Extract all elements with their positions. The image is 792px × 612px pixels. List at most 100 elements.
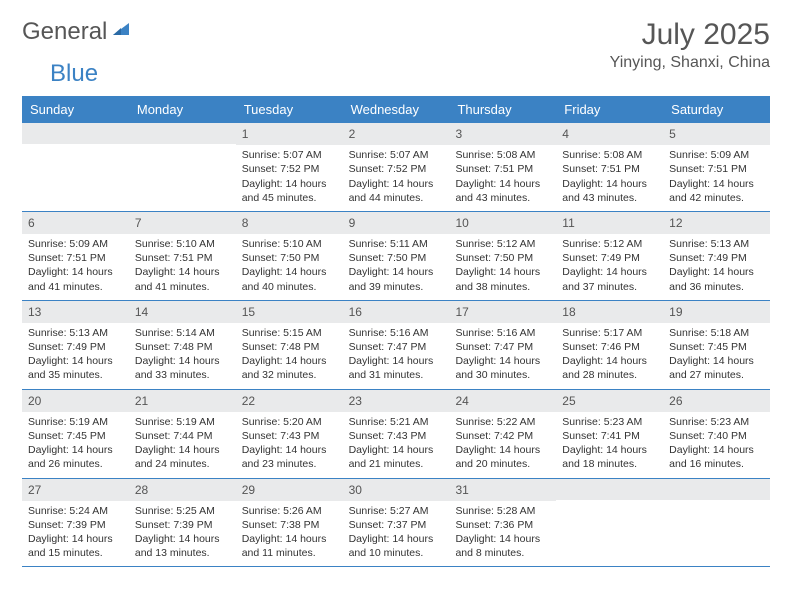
sunrise-line: Sunrise: 5:07 AM [242,148,337,162]
day-cell: 14Sunrise: 5:14 AMSunset: 7:48 PMDayligh… [129,301,236,389]
sunset-line: Sunset: 7:52 PM [349,162,444,176]
sunset-line: Sunset: 7:47 PM [455,340,550,354]
day-cell: 19Sunrise: 5:18 AMSunset: 7:45 PMDayligh… [663,301,770,389]
daylight-line: Daylight: 14 hours and 23 minutes. [242,443,337,471]
day-number: 24 [449,390,556,412]
day-number: 30 [343,479,450,501]
day-number: 6 [22,212,129,234]
logo: General [22,18,135,46]
sunrise-line: Sunrise: 5:10 AM [242,237,337,251]
daylight-line: Daylight: 14 hours and 41 minutes. [28,265,123,293]
sunset-line: Sunset: 7:52 PM [242,162,337,176]
sunrise-line: Sunrise: 5:07 AM [349,148,444,162]
day-cell: 26Sunrise: 5:23 AMSunset: 7:40 PMDayligh… [663,390,770,478]
sunset-line: Sunset: 7:44 PM [135,429,230,443]
daylight-line: Daylight: 14 hours and 40 minutes. [242,265,337,293]
sunset-line: Sunset: 7:39 PM [135,518,230,532]
day-number: 22 [236,390,343,412]
day-number: 9 [343,212,450,234]
daylight-line: Daylight: 14 hours and 31 minutes. [349,354,444,382]
day-cell: 28Sunrise: 5:25 AMSunset: 7:39 PMDayligh… [129,479,236,567]
daylight-line: Daylight: 14 hours and 28 minutes. [562,354,657,382]
day-content: Sunrise: 5:21 AMSunset: 7:43 PMDaylight:… [343,412,450,478]
sunrise-line: Sunrise: 5:13 AM [28,326,123,340]
daylight-line: Daylight: 14 hours and 27 minutes. [669,354,764,382]
daylight-line: Daylight: 14 hours and 15 minutes. [28,532,123,560]
day-cell: 17Sunrise: 5:16 AMSunset: 7:47 PMDayligh… [449,301,556,389]
day-cell [129,123,236,211]
daylight-line: Daylight: 14 hours and 18 minutes. [562,443,657,471]
sunset-line: Sunset: 7:50 PM [242,251,337,265]
day-cell: 20Sunrise: 5:19 AMSunset: 7:45 PMDayligh… [22,390,129,478]
day-content: Sunrise: 5:24 AMSunset: 7:39 PMDaylight:… [22,501,129,567]
day-number [556,479,663,500]
day-number: 4 [556,123,663,145]
day-headers-row: Sunday Monday Tuesday Wednesday Thursday… [22,96,770,123]
day-number: 3 [449,123,556,145]
sunrise-line: Sunrise: 5:25 AM [135,504,230,518]
sunrise-line: Sunrise: 5:23 AM [562,415,657,429]
day-content: Sunrise: 5:07 AMSunset: 7:52 PMDaylight:… [236,145,343,211]
day-number: 31 [449,479,556,501]
day-number: 2 [343,123,450,145]
daylight-line: Daylight: 14 hours and 38 minutes. [455,265,550,293]
day-cell: 29Sunrise: 5:26 AMSunset: 7:38 PMDayligh… [236,479,343,567]
daylight-line: Daylight: 14 hours and 10 minutes. [349,532,444,560]
day-cell: 21Sunrise: 5:19 AMSunset: 7:44 PMDayligh… [129,390,236,478]
day-number: 16 [343,301,450,323]
day-content: Sunrise: 5:13 AMSunset: 7:49 PMDaylight:… [22,323,129,389]
day-number: 1 [236,123,343,145]
day-content: Sunrise: 5:08 AMSunset: 7:51 PMDaylight:… [556,145,663,211]
day-header-thursday: Thursday [449,96,556,123]
day-content: Sunrise: 5:12 AMSunset: 7:49 PMDaylight:… [556,234,663,300]
day-content: Sunrise: 5:07 AMSunset: 7:52 PMDaylight:… [343,145,450,211]
day-content: Sunrise: 5:20 AMSunset: 7:43 PMDaylight:… [236,412,343,478]
daylight-line: Daylight: 14 hours and 43 minutes. [455,177,550,205]
daylight-line: Daylight: 14 hours and 42 minutes. [669,177,764,205]
title-block: July 2025 Yinying, Shanxi, China [610,18,770,72]
day-cell: 22Sunrise: 5:20 AMSunset: 7:43 PMDayligh… [236,390,343,478]
day-cell: 4Sunrise: 5:08 AMSunset: 7:51 PMDaylight… [556,123,663,211]
day-cell: 18Sunrise: 5:17 AMSunset: 7:46 PMDayligh… [556,301,663,389]
sunrise-line: Sunrise: 5:17 AM [562,326,657,340]
sunset-line: Sunset: 7:43 PM [349,429,444,443]
daylight-line: Daylight: 14 hours and 30 minutes. [455,354,550,382]
day-header-saturday: Saturday [663,96,770,123]
day-number: 14 [129,301,236,323]
day-cell: 30Sunrise: 5:27 AMSunset: 7:37 PMDayligh… [343,479,450,567]
calendar: Sunday Monday Tuesday Wednesday Thursday… [22,96,770,567]
day-content: Sunrise: 5:12 AMSunset: 7:50 PMDaylight:… [449,234,556,300]
sunrise-line: Sunrise: 5:28 AM [455,504,550,518]
sunrise-line: Sunrise: 5:23 AM [669,415,764,429]
sunset-line: Sunset: 7:45 PM [669,340,764,354]
daylight-line: Daylight: 14 hours and 20 minutes. [455,443,550,471]
day-cell: 1Sunrise: 5:07 AMSunset: 7:52 PMDaylight… [236,123,343,211]
sunrise-line: Sunrise: 5:21 AM [349,415,444,429]
daylight-line: Daylight: 14 hours and 26 minutes. [28,443,123,471]
month-title: July 2025 [610,18,770,52]
day-cell: 2Sunrise: 5:07 AMSunset: 7:52 PMDaylight… [343,123,450,211]
day-header-sunday: Sunday [22,96,129,123]
sunrise-line: Sunrise: 5:12 AM [455,237,550,251]
daylight-line: Daylight: 14 hours and 44 minutes. [349,177,444,205]
sunrise-line: Sunrise: 5:13 AM [669,237,764,251]
day-cell [556,479,663,567]
day-cell: 6Sunrise: 5:09 AMSunset: 7:51 PMDaylight… [22,212,129,300]
day-cell: 27Sunrise: 5:24 AMSunset: 7:39 PMDayligh… [22,479,129,567]
day-cell: 12Sunrise: 5:13 AMSunset: 7:49 PMDayligh… [663,212,770,300]
day-cell: 25Sunrise: 5:23 AMSunset: 7:41 PMDayligh… [556,390,663,478]
day-content: Sunrise: 5:19 AMSunset: 7:45 PMDaylight:… [22,412,129,478]
day-number: 17 [449,301,556,323]
day-number: 10 [449,212,556,234]
day-cell: 13Sunrise: 5:13 AMSunset: 7:49 PMDayligh… [22,301,129,389]
week-row: 6Sunrise: 5:09 AMSunset: 7:51 PMDaylight… [22,212,770,301]
sunrise-line: Sunrise: 5:08 AM [455,148,550,162]
sunset-line: Sunset: 7:51 PM [669,162,764,176]
day-cell: 9Sunrise: 5:11 AMSunset: 7:50 PMDaylight… [343,212,450,300]
day-content: Sunrise: 5:10 AMSunset: 7:51 PMDaylight:… [129,234,236,300]
day-number: 12 [663,212,770,234]
day-content: Sunrise: 5:22 AMSunset: 7:42 PMDaylight:… [449,412,556,478]
day-number: 26 [663,390,770,412]
day-number: 8 [236,212,343,234]
day-content: Sunrise: 5:09 AMSunset: 7:51 PMDaylight:… [22,234,129,300]
